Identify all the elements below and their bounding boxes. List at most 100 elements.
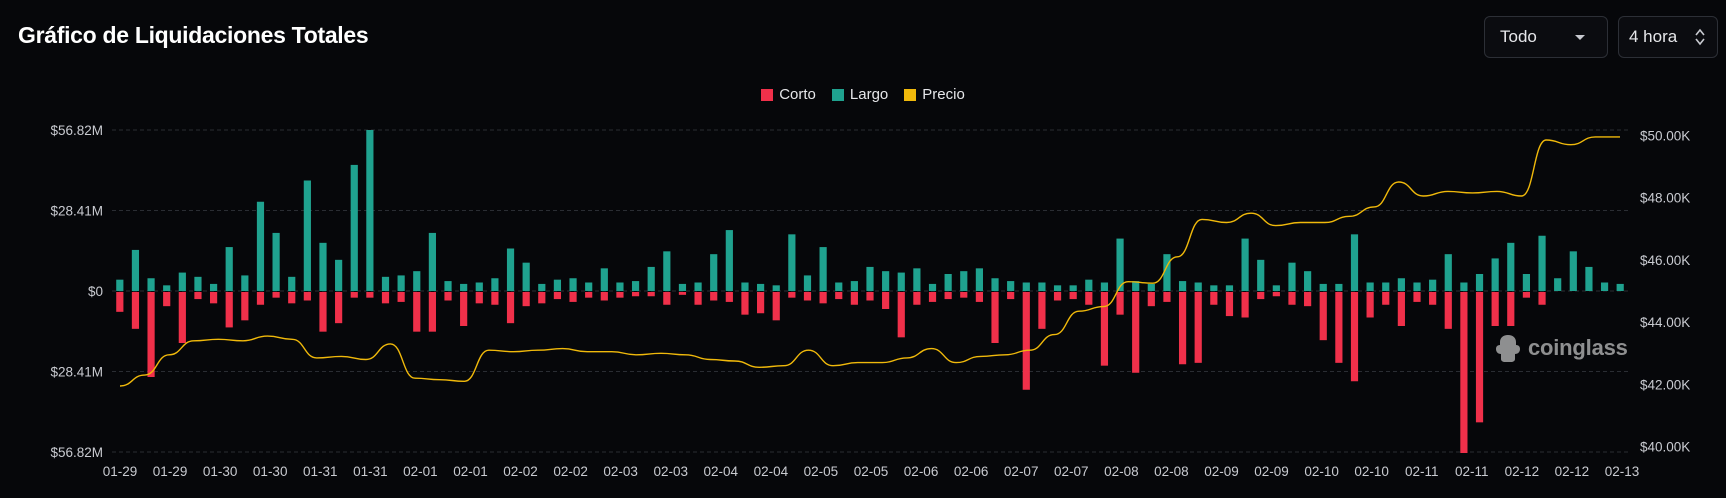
short-bar	[710, 292, 718, 301]
long-bar	[1132, 281, 1140, 291]
long-bar	[1038, 282, 1046, 291]
x-axis-tick: 02-04	[754, 464, 789, 479]
legend-item-long[interactable]: Largo	[831, 86, 889, 103]
short-bar	[1163, 292, 1171, 302]
long-bar	[1272, 285, 1280, 291]
short-bar	[319, 292, 327, 332]
legend-label: Precio	[922, 86, 965, 103]
short-bar	[225, 292, 233, 328]
long-bar	[256, 201, 265, 291]
legend-item-short[interactable]: Corto	[761, 86, 816, 103]
long-bar	[163, 285, 171, 291]
long-bar	[209, 283, 218, 291]
short-bar	[1194, 292, 1202, 363]
short-bar	[694, 292, 702, 305]
long-bar	[1413, 282, 1421, 291]
long-bar	[475, 282, 483, 291]
legend-item-price[interactable]: Precio	[904, 86, 965, 103]
long-bar	[1069, 285, 1077, 291]
long-bar	[1350, 234, 1359, 291]
x-axis-tick: 02-10	[1304, 464, 1339, 479]
long-bar	[710, 254, 718, 291]
long-bar	[1100, 282, 1109, 291]
long-bar	[866, 266, 874, 291]
long-bar	[1304, 271, 1312, 291]
long-bar	[1366, 282, 1374, 291]
page-title: Gráfico de Liquidaciones Totales	[18, 22, 369, 48]
short-bar	[272, 292, 280, 298]
short-bar	[209, 292, 218, 304]
long-bar	[1616, 283, 1624, 291]
short-bar	[1178, 292, 1187, 365]
long-bar	[1600, 282, 1609, 291]
x-axis-tick: 02-06	[904, 464, 939, 479]
long-bar	[1194, 282, 1202, 291]
long-bar	[1397, 278, 1405, 291]
right-axis-tick: $48.00K	[1640, 191, 1690, 206]
long-bar	[131, 249, 140, 291]
short-bar	[1429, 292, 1437, 305]
long-bar	[975, 268, 983, 291]
short-bar	[1491, 292, 1499, 327]
legend-label: Largo	[849, 86, 889, 103]
long-bar	[960, 271, 968, 291]
short-bar	[928, 292, 937, 302]
long-bar	[788, 234, 796, 291]
x-axis-tick: 02-11	[1405, 464, 1439, 479]
long-bar	[506, 248, 515, 291]
x-axis-tick: 02-02	[553, 464, 588, 479]
short-bar	[1335, 292, 1343, 363]
long-bar	[397, 275, 405, 291]
long-bar	[460, 283, 468, 291]
long-bar	[772, 285, 780, 291]
long-bar	[1210, 285, 1218, 291]
long-bar	[1538, 235, 1546, 291]
long-bar	[413, 271, 421, 291]
x-axis-tick: 02-13	[1605, 464, 1640, 479]
short-bar	[1522, 292, 1531, 298]
long-bar	[850, 281, 858, 291]
short-bar	[1053, 292, 1062, 301]
long-bar	[803, 275, 812, 291]
legend-label: Corto	[779, 86, 816, 103]
short-bar	[1038, 292, 1046, 329]
short-bar	[960, 292, 968, 298]
short-bar	[303, 292, 311, 301]
long-bar	[553, 279, 562, 291]
long-bar	[1460, 282, 1468, 291]
short-bar	[178, 292, 186, 344]
short-bar	[1382, 292, 1390, 305]
short-bar	[678, 292, 687, 295]
range-select[interactable]: Todo	[1484, 16, 1608, 58]
short-bar	[772, 292, 780, 321]
long-bar	[1116, 238, 1124, 291]
x-axis-tick: 02-11	[1455, 464, 1489, 479]
range-select-value: Todo	[1500, 27, 1537, 46]
x-axis-tick: 02-09	[1254, 464, 1289, 479]
short-bar	[1085, 292, 1093, 305]
x-axis-tick: 02-05	[854, 464, 889, 479]
interval-select[interactable]: 4 hora	[1618, 16, 1718, 58]
x-axis-tick: 01-29	[103, 464, 138, 479]
short-bar	[491, 292, 499, 305]
long-bar	[647, 266, 655, 291]
x-axis-tick: 02-06	[954, 464, 989, 479]
x-axis-tick: 02-04	[704, 464, 739, 479]
long-bar	[616, 282, 624, 291]
long-bar	[1225, 285, 1234, 291]
short-bar	[991, 292, 999, 344]
x-axis-tick: 02-08	[1104, 464, 1139, 479]
short-bar	[1288, 292, 1296, 305]
left-axis-tick: $28.41M	[50, 204, 103, 219]
short-bar	[1413, 292, 1421, 302]
long-bar	[194, 276, 202, 291]
x-axis-tick: 01-31	[353, 464, 388, 479]
x-axis-tick: 02-03	[603, 464, 638, 479]
short-bar	[882, 292, 890, 310]
short-bar	[475, 292, 483, 304]
short-bar	[116, 292, 124, 312]
short-bar	[381, 292, 390, 304]
right-axis-tick: $50.00K	[1640, 128, 1690, 143]
short-bar	[600, 292, 608, 301]
